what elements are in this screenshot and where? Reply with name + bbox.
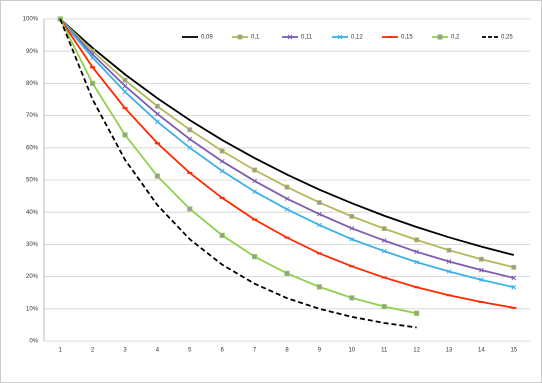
y-tick-label: 0% bbox=[29, 339, 38, 345]
y-tick-label: 40% bbox=[26, 210, 39, 216]
x-tick-label: 15 bbox=[510, 348, 517, 354]
series-line bbox=[59, 18, 417, 315]
marker bbox=[122, 83, 128, 89]
marker bbox=[287, 34, 293, 40]
marker bbox=[414, 249, 419, 255]
marker bbox=[154, 103, 160, 109]
y-tick-label: 80% bbox=[26, 81, 39, 87]
marker bbox=[252, 178, 257, 184]
y-tick-label: 50% bbox=[26, 178, 39, 184]
marker bbox=[219, 148, 225, 154]
marker bbox=[337, 34, 343, 40]
x-tick-label: 11 bbox=[381, 348, 388, 354]
marker bbox=[317, 211, 322, 217]
series-line bbox=[59, 18, 515, 256]
legend-label: 0,15 bbox=[401, 35, 413, 41]
marker bbox=[511, 264, 517, 270]
marker bbox=[284, 206, 290, 212]
marker bbox=[479, 267, 484, 273]
marker bbox=[252, 189, 257, 194]
x-tick-label: 13 bbox=[446, 348, 453, 354]
x-tick-label: 5 bbox=[188, 348, 192, 354]
marker bbox=[316, 284, 323, 290]
marker bbox=[284, 196, 290, 202]
x-tick-label: 12 bbox=[413, 348, 420, 354]
x-tick-label: 7 bbox=[253, 348, 257, 354]
marker bbox=[154, 173, 160, 179]
marker bbox=[251, 254, 258, 260]
marker bbox=[187, 136, 193, 142]
marker bbox=[90, 55, 95, 60]
x-tick-label: 4 bbox=[156, 348, 160, 354]
x-tick-label: 14 bbox=[478, 348, 485, 354]
marker bbox=[511, 284, 517, 290]
marker bbox=[316, 200, 322, 205]
marker bbox=[284, 184, 290, 190]
marker bbox=[122, 77, 128, 83]
marker bbox=[219, 168, 225, 174]
marker bbox=[381, 303, 387, 310]
y-tick-label: 20% bbox=[26, 274, 39, 280]
legend-label: 0,09 bbox=[201, 35, 213, 41]
legend-label: 0,2 bbox=[451, 35, 460, 41]
marker bbox=[414, 237, 420, 243]
x-tick-label: 10 bbox=[348, 348, 355, 354]
marker bbox=[122, 132, 128, 138]
marker bbox=[381, 226, 387, 232]
marker bbox=[446, 269, 452, 274]
marker bbox=[349, 236, 355, 242]
x-tick-label: 8 bbox=[285, 348, 289, 354]
marker bbox=[155, 119, 160, 125]
x-tick-label: 2 bbox=[91, 348, 95, 354]
marker bbox=[381, 248, 387, 254]
legend-label: 0,25 bbox=[501, 35, 513, 41]
marker bbox=[187, 127, 193, 133]
marker bbox=[317, 222, 322, 228]
marker bbox=[511, 275, 517, 281]
marker bbox=[187, 145, 193, 151]
marker bbox=[478, 256, 484, 262]
y-tick-label: 100% bbox=[23, 17, 39, 23]
marker bbox=[349, 213, 355, 219]
marker bbox=[446, 247, 452, 253]
y-tick-label: 60% bbox=[26, 145, 39, 151]
marker bbox=[381, 238, 387, 243]
y-tick-label: 30% bbox=[26, 242, 39, 248]
marker bbox=[413, 310, 420, 316]
marker bbox=[219, 158, 225, 164]
marker bbox=[155, 111, 160, 117]
legend-label: 0,1 bbox=[251, 35, 260, 41]
y-tick-label: 70% bbox=[26, 113, 39, 119]
marker bbox=[349, 225, 355, 231]
x-tick-label: 6 bbox=[221, 348, 225, 354]
marker bbox=[414, 259, 419, 265]
marker bbox=[187, 206, 193, 212]
x-tick-label: 3 bbox=[123, 348, 127, 354]
x-tick-label: 1 bbox=[59, 348, 63, 354]
marker bbox=[252, 167, 258, 173]
legend-label: 0,12 bbox=[351, 35, 363, 41]
marker bbox=[122, 89, 128, 95]
marker bbox=[219, 232, 225, 238]
marker bbox=[284, 270, 290, 276]
legend-label: 0,11 bbox=[301, 35, 313, 41]
marker bbox=[349, 295, 355, 301]
y-tick-label: 10% bbox=[26, 306, 39, 312]
x-tick-label: 9 bbox=[318, 348, 322, 354]
marker bbox=[90, 80, 96, 86]
marker bbox=[437, 34, 443, 40]
marker bbox=[237, 34, 243, 40]
marker bbox=[479, 277, 484, 283]
y-tick-label: 90% bbox=[26, 49, 39, 55]
marker bbox=[446, 259, 452, 264]
